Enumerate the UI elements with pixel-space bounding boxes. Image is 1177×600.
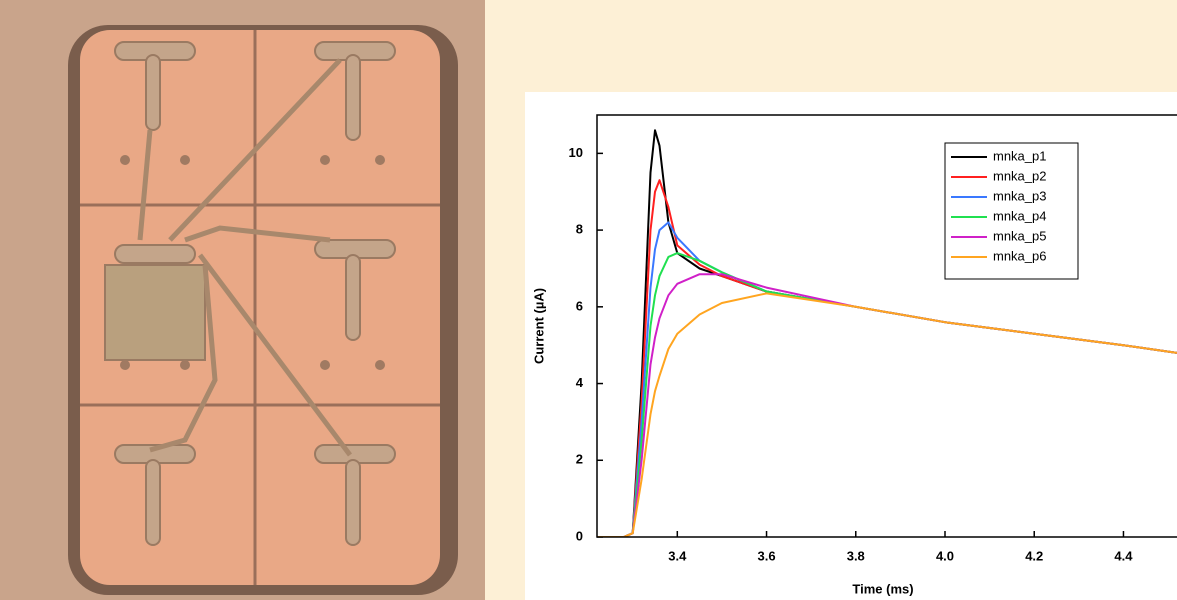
- legend-label: mnka_p4: [993, 208, 1046, 223]
- y-tick-label: 8: [576, 222, 583, 237]
- chart-panel: [525, 92, 1177, 600]
- legend-label: mnka_p3: [993, 188, 1046, 203]
- x-tick-label: 3.6: [757, 548, 775, 563]
- legend-label: mnka_p1: [993, 148, 1046, 163]
- page: {"chart_data": {"type": "line", "x_label…: [0, 0, 1177, 600]
- legend-label: mnka_p5: [993, 228, 1046, 243]
- x-tick-label: 4.0: [936, 548, 954, 563]
- x-tick-label: 4.4: [1114, 548, 1133, 563]
- y-tick-label: 10: [569, 145, 583, 160]
- micrograph: [0, 0, 485, 600]
- y-tick-label: 6: [576, 298, 583, 313]
- legend-label: mnka_p2: [993, 168, 1046, 183]
- y-tick-label: 2: [576, 452, 583, 467]
- x-tick-label: 3.4: [668, 548, 687, 563]
- x-tick-label: 3.8: [847, 548, 865, 563]
- y-tick-label: 0: [576, 528, 583, 543]
- x-tick-label: 4.2: [1025, 548, 1043, 563]
- y-tick-label: 4: [576, 375, 584, 390]
- x-axis-label: Time (ms): [852, 581, 913, 596]
- screen: Time (ms) Current (µA) 0 2 4 6 8 10 3.4 3.6 3.8 4…: [0, 0, 1177, 600]
- legend-label: mnka_p6: [993, 248, 1046, 263]
- y-axis-label: Current (µA): [531, 288, 546, 364]
